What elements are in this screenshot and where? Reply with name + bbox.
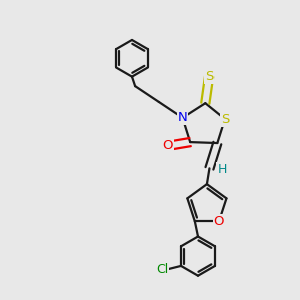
Text: Cl: Cl [156,262,168,276]
Text: N: N [178,111,188,124]
Text: O: O [162,140,172,152]
Text: O: O [214,215,224,228]
Text: S: S [205,70,213,83]
Text: H: H [218,164,227,176]
Text: S: S [221,112,229,125]
